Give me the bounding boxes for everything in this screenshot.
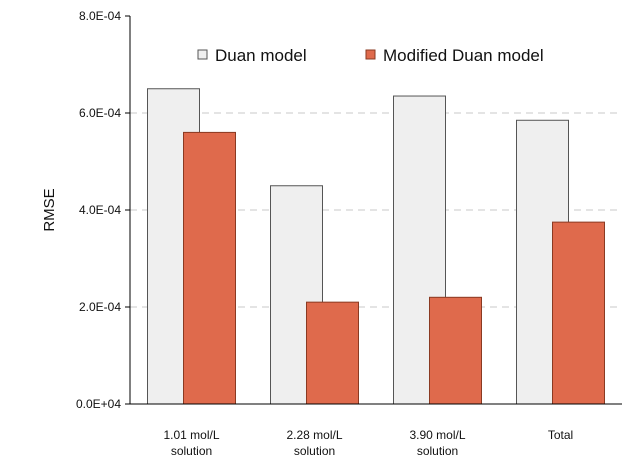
y-tick-label: 6.0E-04 — [79, 106, 121, 120]
y-axis-title: RMSE — [41, 188, 58, 231]
x-category-label: Total — [548, 428, 573, 442]
y-tick-label: 0.0E+04 — [76, 397, 121, 411]
bar-modified-duan-model — [552, 221, 605, 405]
legend-label: Modified Duan model — [383, 46, 544, 65]
x-category-label: solution — [171, 444, 212, 458]
legend: Duan model Modified Duan model — [197, 46, 544, 65]
x-category-labels: 1.01 mol/L solution 2.28 mol/L solution 3.90… — [163, 428, 573, 458]
y-tick-label: 2.0E-04 — [79, 300, 121, 314]
legend-swatch — [365, 49, 376, 60]
bar-modified-duan-model — [429, 296, 482, 405]
y-ticks: 0.0E+04 2.0E-04 4.0E-04 6.0E-04 8.0E-04 — [76, 9, 130, 411]
bar-modified-duan-model — [183, 131, 236, 405]
bars — [147, 88, 605, 405]
legend-swatch — [197, 49, 208, 60]
x-category-label: 1.01 mol/L — [163, 428, 219, 442]
x-category-label: solution — [417, 444, 458, 458]
x-category-label: solution — [294, 444, 335, 458]
x-category-label: 3.90 mol/L — [409, 428, 465, 442]
y-tick-label: 4.0E-04 — [79, 203, 121, 217]
bar-modified-duan-model — [306, 301, 359, 405]
legend-label: Duan model — [215, 46, 307, 65]
x-category-label: 2.28 mol/L — [286, 428, 342, 442]
y-tick-label: 8.0E-04 — [79, 9, 121, 23]
